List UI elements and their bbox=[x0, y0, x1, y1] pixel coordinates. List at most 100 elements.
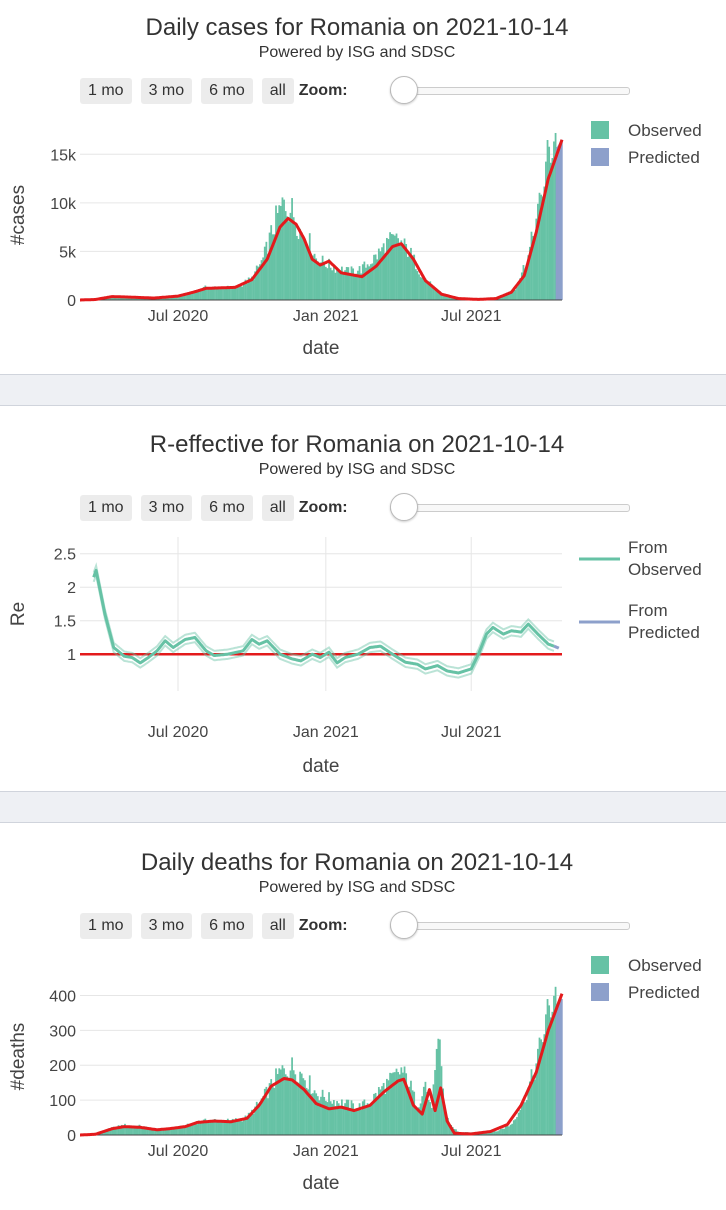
observed-bar bbox=[296, 236, 298, 300]
observed-bar bbox=[389, 232, 391, 300]
observed-bar bbox=[317, 261, 319, 300]
observed-bar bbox=[354, 1110, 356, 1135]
legend-swatch[interactable] bbox=[591, 983, 609, 1001]
legend-label[interactable]: Predicted bbox=[628, 983, 700, 1002]
observed-bar bbox=[368, 1105, 370, 1135]
observed-bar bbox=[421, 278, 423, 300]
zoom-slider[interactable] bbox=[390, 912, 630, 940]
observed-bar bbox=[354, 274, 356, 300]
observed-bar bbox=[299, 229, 301, 300]
range-6mo-button[interactable]: 6 mo bbox=[201, 78, 253, 104]
range-1mo-button[interactable]: 1 mo bbox=[80, 78, 132, 104]
observed-bar bbox=[516, 1117, 518, 1135]
observed-bar bbox=[500, 1129, 502, 1135]
observed-bar bbox=[330, 268, 332, 300]
legend-swatch[interactable] bbox=[591, 121, 609, 139]
range-3mo-button[interactable]: 3 mo bbox=[141, 913, 193, 939]
y-tick-label: 0 bbox=[67, 293, 76, 310]
observed-bar bbox=[518, 1113, 520, 1135]
observed-bar bbox=[315, 258, 317, 300]
y-axis-label: #deaths bbox=[8, 1023, 29, 1091]
zoom-slider-track bbox=[390, 504, 630, 512]
observed-bar bbox=[505, 1126, 507, 1135]
observed-bar bbox=[330, 1101, 332, 1135]
range-all-button[interactable]: all bbox=[262, 913, 294, 939]
observed-bar bbox=[372, 1102, 374, 1135]
range-1mo-button[interactable]: 1 mo bbox=[80, 913, 132, 939]
observed-bar bbox=[367, 1103, 369, 1135]
x-tick-label: Jan 2021 bbox=[293, 724, 359, 741]
range-6mo-button[interactable]: 6 mo bbox=[201, 495, 253, 521]
range-all-button[interactable]: all bbox=[262, 78, 294, 104]
observed-bar bbox=[339, 273, 341, 300]
observed-bar bbox=[391, 234, 393, 300]
observed-bar bbox=[370, 1104, 372, 1135]
observed-bar bbox=[436, 1049, 438, 1135]
cases-range-controls: 1 mo 3 mo 6 mo all Zoom: bbox=[80, 77, 348, 105]
x-axis-label: date bbox=[303, 1173, 340, 1194]
observed-bar bbox=[431, 288, 433, 300]
legend-label[interactable]: Observed bbox=[628, 121, 702, 140]
observed-bar bbox=[328, 259, 330, 300]
range-1mo-button[interactable]: 1 mo bbox=[80, 495, 132, 521]
y-tick-label: 1 bbox=[67, 647, 76, 664]
observed-bar bbox=[333, 1100, 335, 1135]
observed-bar bbox=[225, 1122, 227, 1135]
observed-bar bbox=[201, 1123, 203, 1135]
observed-bar bbox=[515, 1119, 517, 1135]
observed-bar bbox=[384, 255, 386, 300]
panel-separator bbox=[0, 791, 726, 823]
observed-bar bbox=[547, 140, 549, 300]
deaths-chart-title: Daily deaths for Romania on 2021-10-14 bbox=[0, 849, 714, 877]
observed-bar bbox=[547, 999, 549, 1135]
observed-bar bbox=[551, 158, 553, 300]
legend-swatch[interactable] bbox=[591, 956, 609, 974]
x-tick-label: Jul 2021 bbox=[441, 1143, 502, 1160]
legend-label[interactable]: Observed bbox=[628, 956, 702, 975]
zoom-label: Zoom: bbox=[299, 499, 348, 517]
observed-bar bbox=[196, 1124, 198, 1135]
zoom-slider-knob[interactable] bbox=[390, 493, 418, 521]
zoom-slider[interactable] bbox=[390, 494, 630, 522]
zoom-slider[interactable] bbox=[390, 77, 630, 105]
observed-bar bbox=[286, 216, 288, 300]
observed-bar bbox=[288, 221, 290, 300]
observed-bar bbox=[391, 1073, 393, 1135]
observed-bar bbox=[384, 1094, 386, 1135]
observed-bar bbox=[383, 243, 385, 300]
observed-bar bbox=[429, 1102, 431, 1135]
zoom-slider-knob[interactable] bbox=[390, 911, 418, 939]
observed-bar bbox=[402, 245, 404, 300]
observed-bar bbox=[275, 1068, 277, 1135]
observed-bar bbox=[291, 1057, 293, 1135]
observed-bar bbox=[347, 1100, 349, 1135]
observed-bar bbox=[417, 271, 419, 300]
observed-bar bbox=[343, 1107, 345, 1135]
observed-bar bbox=[335, 1106, 337, 1135]
observed-bar bbox=[396, 1069, 398, 1135]
x-tick-label: Jul 2020 bbox=[148, 1143, 209, 1160]
zoom-slider-knob[interactable] bbox=[390, 76, 418, 104]
observed-bar bbox=[360, 1110, 362, 1135]
observed-bar bbox=[392, 1072, 394, 1135]
observed-bar bbox=[378, 249, 380, 300]
predicted-bar bbox=[561, 999, 562, 1135]
observed-bar bbox=[352, 268, 354, 300]
legend-swatch[interactable] bbox=[591, 148, 609, 166]
observed-bar bbox=[550, 1017, 552, 1135]
observed-bar bbox=[301, 232, 303, 300]
legend-label[interactable]: Predicted bbox=[628, 148, 700, 167]
range-6mo-button[interactable]: 6 mo bbox=[201, 913, 253, 939]
observed-bar bbox=[362, 264, 364, 300]
observed-bar bbox=[381, 247, 383, 300]
range-3mo-button[interactable]: 3 mo bbox=[141, 495, 193, 521]
zoom-label: Zoom: bbox=[299, 917, 348, 935]
range-all-button[interactable]: all bbox=[262, 495, 294, 521]
observed-bar bbox=[331, 270, 333, 300]
range-3mo-button[interactable]: 3 mo bbox=[141, 78, 193, 104]
observed-bar bbox=[335, 273, 337, 300]
y-tick-label: 1.5 bbox=[54, 614, 76, 631]
